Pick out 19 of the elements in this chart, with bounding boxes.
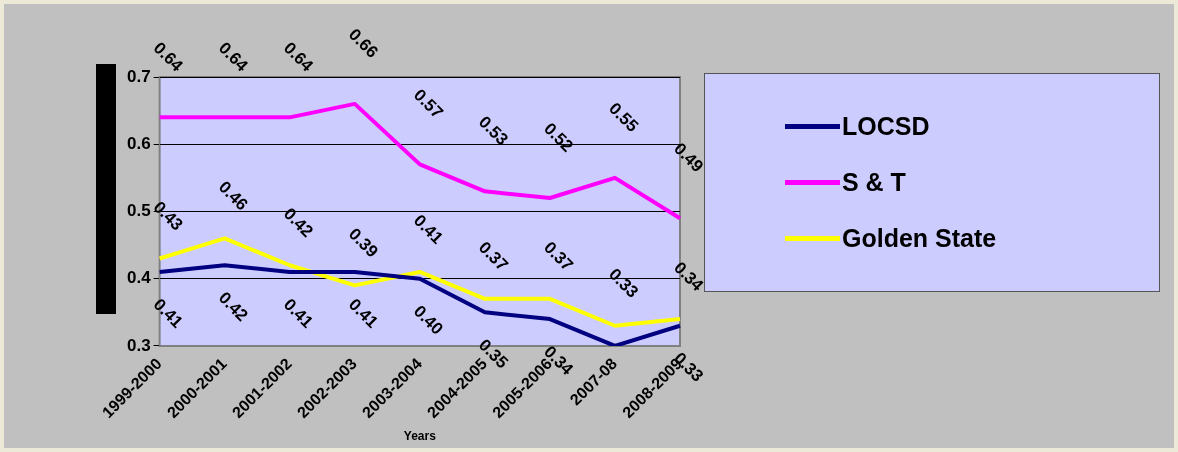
data-label: 0.37 xyxy=(475,237,512,275)
data-label: 0.66 xyxy=(344,24,382,62)
data-label: 0.37 xyxy=(540,237,577,275)
y-tick-label: 0.7 xyxy=(126,66,151,86)
legend-label: LOCSD xyxy=(842,111,930,141)
y-tick-label: 0.6 xyxy=(126,133,151,153)
data-label: 0.57 xyxy=(409,85,447,123)
data-label: 0.33 xyxy=(605,264,642,302)
y-tick-label: 0.5 xyxy=(126,201,151,221)
y-tick-label: 0.3 xyxy=(126,335,151,355)
data-label: 0.40 xyxy=(409,301,447,339)
data-label: 0.49 xyxy=(670,139,707,177)
data-label: 0.55 xyxy=(605,98,642,136)
data-label: 0.43 xyxy=(149,197,187,235)
data-label: 0.53 xyxy=(475,112,512,150)
x-axis-title: Years xyxy=(403,429,437,444)
legend-label: Golden State xyxy=(842,223,997,253)
y-tick-label: 0.4 xyxy=(126,268,152,288)
legend-label: S & T xyxy=(842,167,906,197)
